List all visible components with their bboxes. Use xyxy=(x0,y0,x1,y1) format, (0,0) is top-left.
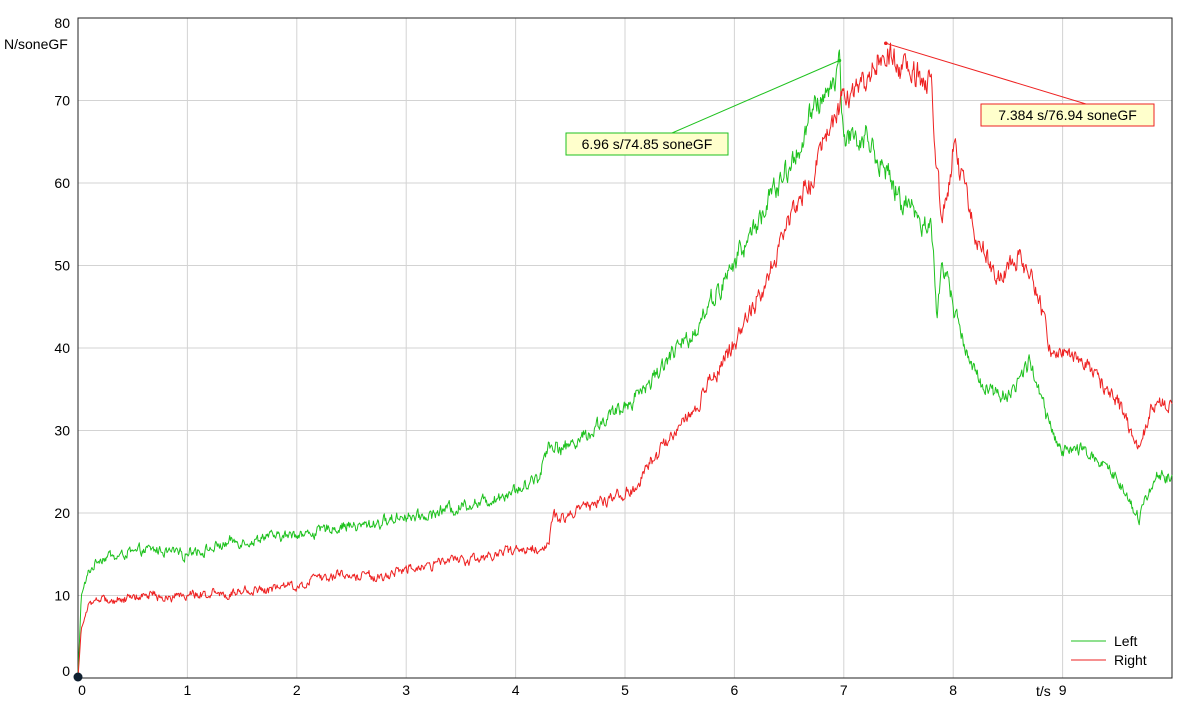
x-tick-label: 9 xyxy=(1059,682,1067,698)
x-tick-label: 6 xyxy=(731,682,739,698)
x-tick-label: 2 xyxy=(293,682,301,698)
plot-frame xyxy=(77,17,1173,679)
y-tick-label: 60 xyxy=(54,175,70,191)
x-tick-label: 3 xyxy=(402,682,410,698)
annotation-label: 7.384 s/76.94 soneGF xyxy=(998,107,1137,123)
x-axis-label: t/s xyxy=(1036,683,1051,699)
x-tick-label: 5 xyxy=(621,682,629,698)
series-line-right xyxy=(77,42,1173,679)
y-tick-label: 0 xyxy=(62,663,70,679)
annotation-peak-point xyxy=(884,41,888,46)
x-tick-label: 7 xyxy=(840,682,848,698)
x-axis-tick-labels: 0 1 2 3 4 5 6 7 8 9 xyxy=(78,682,1067,698)
x-tick-label: 4 xyxy=(512,682,520,698)
y-axis-label: N/soneGF xyxy=(4,36,68,52)
y-tick-label: 10 xyxy=(54,588,70,604)
peak-annotations: 6.96 s/74.85 soneGF 7.384 s/76.94 soneGF xyxy=(565,41,1155,156)
legend-label-right: Right xyxy=(1114,652,1147,668)
annotation-leader-line xyxy=(885,42,1087,105)
annotation-leader-line xyxy=(671,60,840,134)
x-tick-label: 0 xyxy=(78,682,86,698)
series-lines xyxy=(77,42,1173,679)
series-line-left xyxy=(77,49,1173,679)
y-tick-label: 30 xyxy=(54,423,70,439)
x-tick-label: 8 xyxy=(949,682,957,698)
annotation-label: 6.96 s/74.85 soneGF xyxy=(582,136,713,152)
y-tick-label: 70 xyxy=(54,93,70,109)
y-tick-label: 50 xyxy=(54,258,70,274)
legend: Left Right xyxy=(1071,633,1147,668)
y-axis-tick-labels: 0 10 20 30 40 50 60 70 80 xyxy=(54,15,70,679)
origin-marker xyxy=(73,672,83,682)
y-tick-label: 20 xyxy=(54,505,70,521)
y-tick-label: 80 xyxy=(54,15,70,31)
y-tick-label: 40 xyxy=(54,340,70,356)
annotation-box xyxy=(980,103,1155,127)
legend-label-left: Left xyxy=(1114,633,1137,649)
annotation-box xyxy=(565,132,729,156)
annotation-peak-point xyxy=(837,58,842,63)
x-tick-label: 1 xyxy=(184,682,192,698)
